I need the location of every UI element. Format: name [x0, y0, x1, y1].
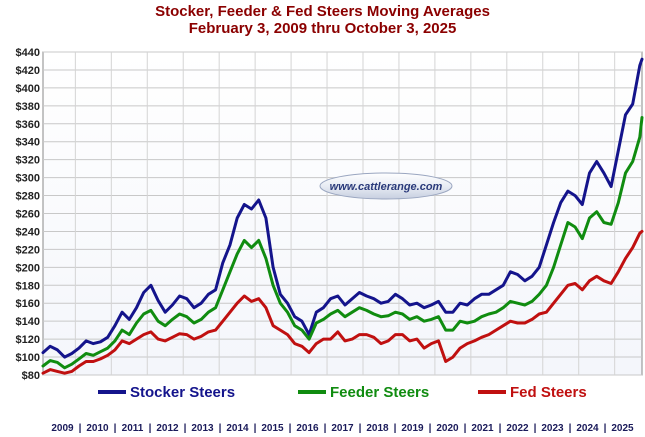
- x-tick-separator: |: [289, 423, 292, 434]
- x-tick-label: 2010: [86, 423, 109, 434]
- y-tick-label: $140: [16, 316, 40, 328]
- x-tick-label: 2019: [401, 423, 424, 434]
- x-tick-label: 2025: [611, 423, 634, 434]
- x-tick-separator: |: [499, 423, 502, 434]
- x-tick-label: 2017: [331, 423, 354, 434]
- y-tick-label: $180: [16, 280, 40, 292]
- x-tick-separator: |: [184, 423, 187, 434]
- y-tick-label: $200: [16, 262, 40, 274]
- legend-item-stocker: Stocker Steers: [98, 384, 235, 401]
- series-line-fed: [41, 229, 644, 375]
- series-lines: [41, 57, 644, 375]
- y-tick-label: $360: [16, 119, 40, 131]
- x-tick-label: 2014: [226, 423, 249, 434]
- legend: Stocker Steers Feeder Steers Fed Steers: [98, 384, 587, 401]
- x-tick-separator: |: [219, 423, 222, 434]
- series-line-feeder: [41, 116, 644, 370]
- x-tick-separator: |: [604, 423, 607, 434]
- y-tick-label: $160: [16, 298, 40, 310]
- x-tick-label: 2018: [366, 423, 389, 434]
- x-tick-label: 2013: [191, 423, 214, 434]
- x-tick-separator: |: [79, 423, 82, 434]
- y-axis-labels: $80 $100 $120 $140 $160 $180 $200 $220 $240 $260 $…: [16, 47, 40, 382]
- legend-item-feeder: Feeder Steers: [298, 384, 429, 401]
- y-tick-label: $320: [16, 155, 40, 167]
- chart-title: Stocker, Feeder & Fed Steers Moving Aver…: [155, 3, 490, 20]
- x-tick-separator: |: [394, 423, 397, 434]
- x-tick-label: 2015: [261, 423, 284, 434]
- y-tick-label: $300: [16, 173, 40, 185]
- legend-label-feeder: Feeder Steers: [330, 384, 429, 401]
- watermark-text: www.cattlerange.com: [330, 181, 443, 193]
- x-tick-label: 2016: [296, 423, 319, 434]
- x-tick-separator: |: [429, 423, 432, 434]
- x-tick-separator: |: [114, 423, 117, 434]
- x-tick-separator: |: [324, 423, 327, 434]
- y-tick-label: $400: [16, 83, 40, 95]
- x-tick-label: 2011: [122, 423, 144, 434]
- x-tick-label: 2024: [576, 423, 599, 434]
- y-tick-label: $340: [16, 137, 40, 149]
- x-tick-separator: |: [149, 423, 152, 434]
- y-tick-label: $280: [16, 191, 40, 203]
- legend-label-fed: Fed Steers: [510, 384, 587, 401]
- x-axis-labels: 2009 | 2010 | 2011 | 2012 | 2013 | 2014 | 2015 | 2016 |…: [51, 423, 634, 434]
- y-tick-label: $220: [16, 244, 40, 256]
- watermark-badge: [319, 172, 453, 200]
- x-tick-label: 2020: [436, 423, 459, 434]
- x-tick-separator: |: [254, 423, 257, 434]
- x-tick-label: 2009: [51, 423, 74, 434]
- x-tick-label: 2021: [471, 423, 494, 434]
- x-tick-separator: |: [359, 423, 362, 434]
- legend-item-fed: Fed Steers: [478, 384, 587, 401]
- y-tick-label: $440: [16, 47, 40, 59]
- series-line-stocker: [41, 57, 644, 359]
- x-tick-label: 2022: [506, 423, 529, 434]
- y-tick-label: $120: [16, 334, 40, 346]
- chart-subtitle: February 3, 2009 thru October 3, 2025: [188, 20, 457, 37]
- y-tick-label: $100: [16, 352, 40, 364]
- x-tick-separator: |: [464, 423, 467, 434]
- watermark: www.cattlerange.com: [319, 172, 453, 200]
- x-tick-label: 2012: [156, 423, 179, 434]
- y-tick-label: $240: [16, 226, 40, 238]
- x-tick-label: 2023: [541, 423, 564, 434]
- legend-label-stocker: Stocker Steers: [130, 384, 235, 401]
- x-tick-separator: |: [569, 423, 572, 434]
- x-tick-separator: |: [534, 423, 537, 434]
- y-tick-label: $380: [16, 101, 40, 113]
- y-tick-label: $80: [22, 370, 40, 382]
- y-tick-label: $420: [16, 65, 40, 77]
- y-tick-label: $260: [16, 209, 40, 221]
